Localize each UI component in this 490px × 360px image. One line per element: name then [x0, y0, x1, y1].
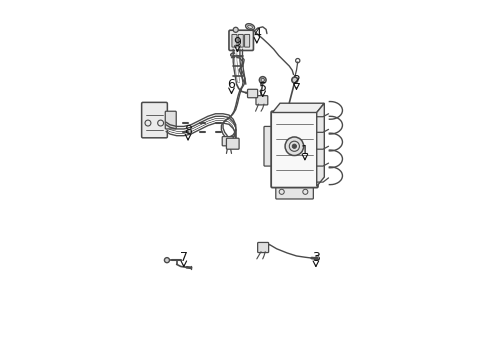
Text: 2: 2	[293, 73, 300, 86]
Text: 4: 4	[253, 27, 261, 40]
FancyBboxPatch shape	[226, 138, 239, 149]
Circle shape	[292, 144, 296, 148]
FancyBboxPatch shape	[222, 136, 233, 146]
Circle shape	[292, 77, 298, 83]
Text: 5: 5	[259, 81, 267, 94]
FancyBboxPatch shape	[247, 89, 258, 98]
Circle shape	[233, 27, 238, 32]
Polygon shape	[272, 103, 324, 112]
Circle shape	[165, 258, 170, 263]
Circle shape	[259, 77, 266, 84]
Text: 8: 8	[184, 124, 192, 137]
FancyBboxPatch shape	[258, 242, 269, 253]
Text: 1: 1	[301, 144, 309, 157]
FancyBboxPatch shape	[245, 35, 249, 47]
FancyBboxPatch shape	[271, 111, 318, 188]
Circle shape	[285, 137, 304, 156]
Text: 6: 6	[227, 78, 235, 91]
FancyBboxPatch shape	[238, 35, 244, 47]
Ellipse shape	[231, 53, 236, 57]
FancyBboxPatch shape	[142, 102, 168, 138]
FancyBboxPatch shape	[276, 185, 313, 199]
FancyBboxPatch shape	[232, 35, 237, 47]
Ellipse shape	[245, 24, 254, 30]
Polygon shape	[317, 103, 324, 186]
FancyBboxPatch shape	[264, 126, 274, 166]
Text: 7: 7	[180, 251, 188, 264]
FancyBboxPatch shape	[229, 30, 253, 50]
Text: 3: 3	[312, 251, 320, 264]
Text: 9: 9	[233, 36, 242, 49]
FancyBboxPatch shape	[165, 111, 176, 129]
FancyBboxPatch shape	[256, 96, 268, 105]
Circle shape	[315, 257, 318, 260]
